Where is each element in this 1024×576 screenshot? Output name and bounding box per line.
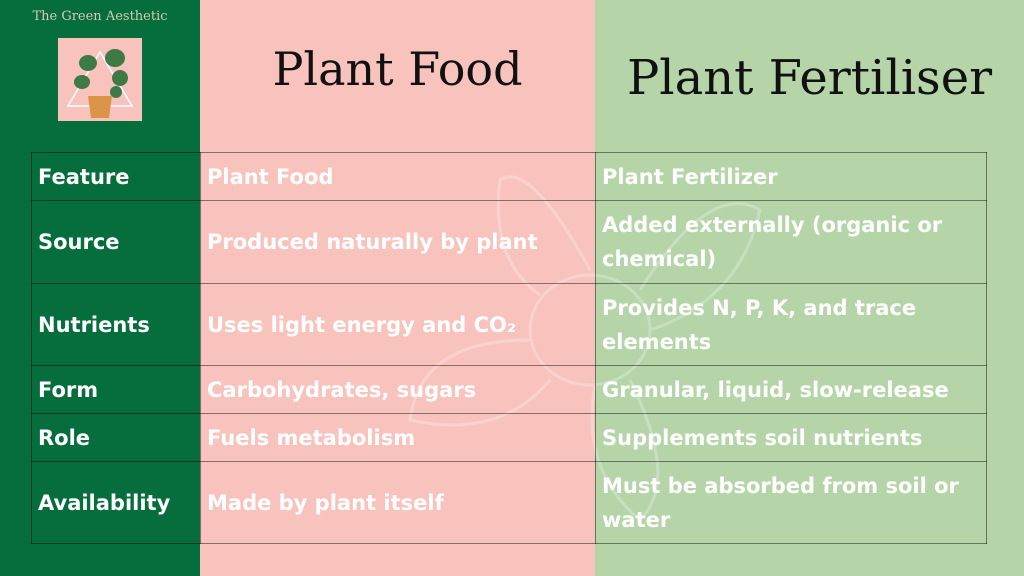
plant-food-cell: Fuels metabolism	[200, 413, 596, 462]
plant-food-cell: Uses light energy and CO₂	[200, 283, 596, 366]
fertiliser-cell: Must be absorbed from soil or water	[595, 461, 987, 544]
table-row: Source Produced naturally by plant Added e…	[31, 200, 987, 284]
feature-cell: Nutrients	[31, 283, 201, 366]
fertiliser-cell: Granular, liquid, slow-release	[595, 365, 987, 414]
fertiliser-cell: Supplements soil nutrients	[595, 413, 987, 462]
table-row: Nutrients Uses light energy and CO₂ Provid…	[31, 283, 987, 366]
fertiliser-cell: Added externally (organic or chemical)	[595, 200, 987, 284]
brand-name: The Green Aesthetic	[32, 9, 168, 24]
fertiliser-cell: Plant Fertilizer	[595, 152, 987, 201]
table-row: Form Carbohydrates, sugars Granular, liqui…	[31, 365, 987, 414]
fertiliser-cell: Provides N, P, K, and trace elements	[595, 283, 987, 366]
plant-food-cell: Made by plant itself	[200, 461, 596, 544]
plant-fertiliser-title: Plant Fertiliser	[626, 50, 993, 106]
feature-cell: Feature	[31, 152, 201, 201]
plant-food-title: Plant Food	[272, 42, 523, 96]
plant-food-cell: Carbohydrates, sugars	[200, 365, 596, 414]
table-row: Role Fuels metabolism Supplements soil nut…	[31, 413, 987, 462]
comparison-table: Feature Plant Food Plant Fertilizer Source P…	[31, 152, 987, 544]
plant-food-cell: Produced naturally by plant	[200, 200, 596, 284]
feature-cell: Availability	[31, 461, 201, 544]
feature-cell: Source	[31, 200, 201, 284]
table-row: Availability Made by plant itself Must be …	[31, 461, 987, 544]
feature-cell: Role	[31, 413, 201, 462]
plant-food-cell: Plant Food	[200, 152, 596, 201]
potted-plant-icon	[66, 49, 134, 118]
feature-cell: Form	[31, 365, 201, 414]
table-row: Feature Plant Food Plant Fertilizer	[31, 152, 987, 201]
plant-logo	[58, 38, 142, 121]
